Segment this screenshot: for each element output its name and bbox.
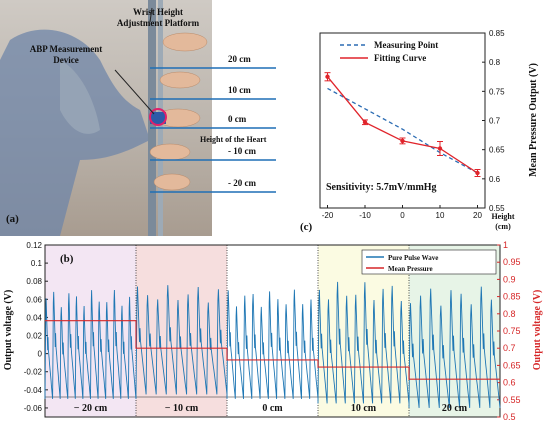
c-ytick-label: 0.85: [489, 29, 505, 38]
b-left-tick-label: 0.06: [26, 295, 42, 304]
sensitivity-annotation: Sensitivity: 5.7mV/mmHg: [326, 182, 437, 193]
panel-b-ylabel-left: Output voltage (V): [3, 290, 14, 371]
b-right-tick-label: 0.9: [503, 274, 516, 284]
panel-b-label: (b): [60, 253, 74, 265]
c-ytick-label: 0.75: [489, 87, 505, 96]
b-left-tick-label: 0.12: [26, 241, 42, 250]
b-right-tick-label: 0.85: [503, 292, 521, 302]
legend-fitting-curve: Fitting Curve: [374, 53, 426, 63]
b-right-tick-label: 0.95: [503, 257, 521, 267]
panel-b-ylabel-right: Output voltage (V): [532, 290, 543, 371]
b-left-tick-label: 0: [38, 350, 43, 359]
c-xtick-label: -10: [359, 211, 371, 220]
heart-height-label: Height of the Heart: [200, 135, 267, 144]
panel-c-label: (c): [300, 221, 313, 233]
panel-b: -0.06 -0.04 -0.02 0 0.02 0.04 0.06 0.08 0.1 0.12 0…: [3, 240, 543, 422]
c-xtick-label: -20: [322, 211, 334, 220]
pulse-wave-line: [44, 281, 501, 408]
mean-pressure-line: [45, 320, 500, 380]
legend-pulse-wave: Pure Pulse Wave: [388, 254, 438, 262]
panel-c-xlabel-line2: (cm): [495, 222, 511, 231]
c-ytick-label: 0.6: [489, 175, 501, 184]
b-right-tick-label: 0.8: [503, 309, 516, 319]
b-left-tick-label: 0.1: [31, 259, 43, 268]
data-point: [437, 146, 443, 151]
height-level-label: 10 cm: [228, 85, 251, 95]
segment-label: − 10 cm: [165, 403, 199, 414]
panel-b-legend-box: [361, 249, 497, 275]
c-ytick-label: 0.65: [489, 146, 505, 155]
data-point: [362, 120, 368, 125]
panel-c-ylabel: Mean Pressure Output (V): [528, 63, 539, 177]
height-level-label: - 10 cm: [228, 146, 256, 156]
height-level-label: 20 cm: [228, 54, 251, 64]
b-left-tick-label: -0.02: [24, 368, 43, 377]
b-right-tick-label: 0.5: [503, 412, 516, 422]
segment-label: 0 cm: [262, 403, 283, 414]
data-point: [325, 74, 330, 79]
abp-device-icon: [150, 112, 166, 124]
segment-background: [136, 245, 227, 417]
segment-background: [227, 245, 318, 417]
b-left-tick-label: 0.02: [26, 332, 42, 341]
device-label-line1: ABP Measurement: [30, 44, 103, 54]
segment-label: 10 cm: [351, 403, 377, 414]
b-right-tick-label: 0.75: [503, 326, 521, 336]
c-xtick-label: 20: [473, 211, 482, 220]
panel-a-label: (a): [6, 213, 19, 225]
c-ytick-label: 0.7: [489, 117, 501, 126]
platform-label-line2: Adjustment Platform: [117, 18, 200, 28]
panel-c: -20 -10 0 10 20 0.55 0.6 0.65 0.7 0.75 0.8 0.85 Mea…: [300, 29, 539, 233]
platform-label-line1: Wrist Height: [133, 7, 183, 17]
height-level-label: - 20 cm: [228, 178, 256, 188]
b-left-tick-label: -0.04: [24, 386, 43, 395]
height-level-label: 0 cm: [228, 114, 247, 124]
b-left-tick-label: 0.04: [26, 313, 42, 322]
panel-c-frame: [319, 32, 486, 209]
device-label-line2: Device: [53, 55, 78, 65]
segment-label: − 20 cm: [74, 403, 108, 414]
c-ytick-label: 0.8: [489, 58, 501, 67]
c-xtick-label: 10: [436, 211, 445, 220]
b-right-tick-label: 0.7: [503, 343, 516, 353]
b-left-tick-label: 0.08: [26, 277, 42, 286]
panel-c-xlabel-line1: Height: [491, 212, 514, 221]
data-point: [400, 138, 405, 144]
c-ytick-label: 0.55: [489, 204, 505, 213]
device-marker-circle: [149, 108, 167, 126]
b-right-tick-label: 0.55: [503, 395, 521, 405]
data-point: [475, 170, 480, 176]
b-left-tick-label: -0.06: [24, 404, 43, 413]
panel-a: 20 cm 10 cm 0 cm - 10 cm - 20 cm Height of th…: [0, 0, 276, 236]
segment-label: 20 cm: [442, 403, 468, 414]
c-xtick-label: 0: [400, 211, 405, 220]
b-right-tick-label: 1: [503, 240, 508, 250]
legend-mean-pressure: Mean Pressure: [388, 265, 433, 273]
measuring-point-line: [327, 87, 478, 174]
legend-measuring-point: Measuring Point: [374, 40, 438, 50]
b-right-tick-label: 0.6: [503, 378, 516, 388]
b-right-tick-label: 0.65: [503, 360, 521, 370]
person-illustration: [0, 29, 150, 236]
